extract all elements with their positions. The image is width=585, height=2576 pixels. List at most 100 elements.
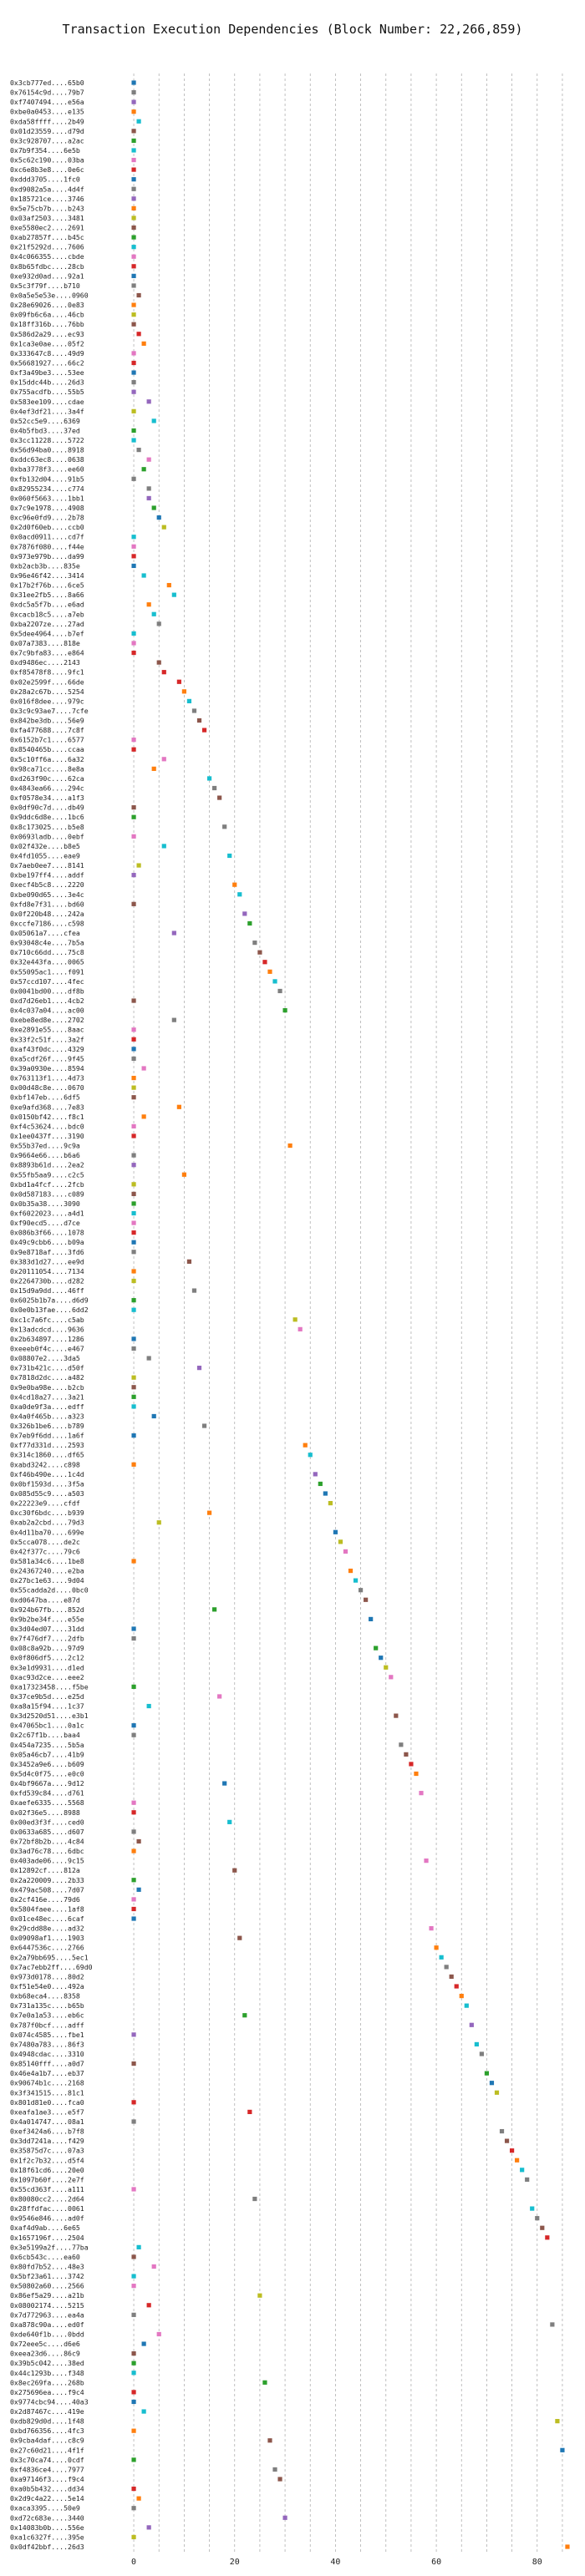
tx-label: 0x6447536c....2766	[10, 1944, 84, 1952]
tx-point	[161, 525, 166, 530]
tx-label: 0x581a34c6....1be8	[10, 1557, 84, 1565]
tx-label: 0x074c4585....fbe1	[10, 2031, 84, 2039]
tx-label: 0x24367240....e2ba	[10, 1567, 84, 1575]
tx-point	[131, 1394, 136, 1399]
tx-label: 0x973d0178....80d2	[10, 1972, 84, 1980]
tx-point	[353, 1578, 359, 1583]
tx-label: 0xa878c90a....ed0f	[10, 2320, 84, 2329]
tx-label: 0x3452a9e6....b609	[10, 1760, 84, 1768]
tx-label: 0x4ef3df21....3a4f	[10, 407, 84, 415]
tx-point	[131, 283, 136, 288]
tx-point	[131, 428, 136, 434]
tx-label: 0x00ed3f3f....ced0	[10, 1818, 84, 1826]
tx-label: 0x01d23559....d79d	[10, 127, 84, 135]
tx-point	[131, 196, 136, 201]
tx-point	[131, 273, 136, 278]
tx-label: 0x03af2503....3481	[10, 214, 84, 222]
tx-point	[131, 1095, 136, 1100]
tx-label: 0x3c9c93ae7....7cfe	[10, 707, 89, 715]
tx-label: 0xac93d2ce....eee2	[10, 1673, 84, 1681]
tx-label: 0x4c037a04....ac00	[10, 1007, 84, 1015]
tx-label: 0x0150bf42....f8c1	[10, 1113, 84, 1121]
tx-label: 0x314c1860....df65	[10, 1451, 84, 1459]
tx-label: 0x1ca3e0ae....05f2	[10, 339, 84, 347]
tx-label: 0x35875d7c....07a3	[10, 2147, 84, 2155]
x-tick-label: 0	[131, 2558, 136, 2567]
tx-point	[131, 1800, 136, 1805]
tx-point	[282, 1007, 287, 1013]
tx-label: 0x0693ladb....0ebf	[10, 832, 84, 840]
tx-point	[131, 2351, 136, 2356]
tx-point	[545, 2235, 550, 2240]
tx-label: 0x28ffdfac....0061	[10, 2204, 84, 2213]
tx-label: 0xaf4d9ab....6e65	[10, 2224, 80, 2232]
tx-point	[146, 602, 151, 607]
tx-label: 0x08002174....5215	[10, 2301, 84, 2310]
tx-label: 0x7f476df7....2dfb	[10, 1635, 84, 1643]
tx-point	[131, 1163, 136, 1168]
tx-label: 0x9546e846....ad0f	[10, 2214, 84, 2223]
tx-point	[252, 941, 257, 946]
tx-point	[348, 1568, 354, 1574]
tx-point	[379, 1656, 384, 1661]
tx-point	[186, 1259, 192, 1264]
tx-point	[131, 2032, 136, 2037]
tx-label: 0x4a0f465b....a323	[10, 1412, 84, 1420]
tx-label: 0x5d4c0f75....e0c0	[10, 1770, 84, 1778]
tx-label: 0xd7d26eb1....4cb2	[10, 996, 84, 1005]
tx-point	[131, 1848, 136, 1853]
tx-label: 0xddd3705....1fc0	[10, 175, 80, 184]
tx-label: 0x55095ac1....f091	[10, 967, 84, 976]
tx-point	[131, 1220, 136, 1225]
tx-point	[287, 1143, 292, 1149]
tx-label: 0x5dee4964....b7ef	[10, 629, 84, 637]
tx-point	[141, 467, 146, 472]
x-tick-label: 60	[431, 2558, 441, 2567]
tx-point	[136, 332, 141, 337]
tx-label: 0x3dd7241a....f429	[10, 2137, 84, 2145]
tx-label: 0x085d55c9....a503	[10, 1489, 84, 1498]
tx-point	[131, 1810, 136, 1815]
tx-point	[232, 1868, 237, 1873]
tx-point	[131, 1027, 136, 1032]
tx-point	[131, 2534, 136, 2540]
x-tick-label: 40	[330, 2558, 340, 2567]
tx-point	[409, 1762, 414, 1767]
tx-label: 0xeafa1ae3....e5f7	[10, 2107, 84, 2116]
tx-label: 0x454a7235....5b5a	[10, 1741, 84, 1749]
tx-label: 0xecf4b5c8....2220	[10, 880, 84, 889]
tx-label: 0xaf43f0dc....4329	[10, 1045, 84, 1053]
tx-point	[520, 2168, 525, 2173]
tx-point	[131, 148, 136, 153]
tx-label: 0xf0578e34....a1f3	[10, 794, 84, 802]
tx-label: 0x5bf23a61....3742	[10, 2272, 84, 2280]
tx-label: 0xfa477688....7c8f	[10, 726, 84, 734]
tx-point	[131, 80, 136, 85]
tx-label: 0x7d772963....ea4a	[10, 2310, 84, 2319]
tx-point	[176, 679, 181, 684]
tx-point	[217, 795, 222, 800]
tx-point	[146, 495, 151, 501]
tx-label: 0x7eb9f6dd....1a6f	[10, 1432, 84, 1440]
tx-point	[227, 1819, 232, 1824]
tx-label: 0xb68eca4....8358	[10, 1992, 80, 2000]
tx-point	[156, 621, 161, 626]
tx-label: 0x4d11ba70....699e	[10, 1528, 84, 1536]
tx-point	[136, 2496, 141, 2501]
tx-label: 0x6025b1b7a....d6d9	[10, 1296, 89, 1305]
tx-point	[499, 2128, 505, 2134]
tx-label: 0x4fd1055....eae9	[10, 851, 80, 860]
tx-point	[146, 486, 151, 491]
tx-label: 0xbe197ff4....addf	[10, 871, 84, 880]
tx-label: 0xa0de9f3a....edff	[10, 1402, 84, 1411]
tx-label: 0x1097b60f....2e7f	[10, 2175, 84, 2183]
tx-point	[131, 177, 136, 182]
tx-label: 0xbe090d65....3e4c	[10, 890, 84, 899]
tx-label: 0x15d9a9dd....46ff	[10, 1286, 84, 1295]
chart-title: Transaction Execution Dependencies (Bloc…	[63, 22, 523, 37]
tx-label: 0x3d04ed07....31dd	[10, 1625, 84, 1633]
tx-point	[206, 1510, 212, 1515]
tx-label: 0x0e0b13fae....6dd2	[10, 1306, 89, 1314]
tx-point	[171, 1017, 176, 1022]
tx-point	[464, 2003, 469, 2008]
